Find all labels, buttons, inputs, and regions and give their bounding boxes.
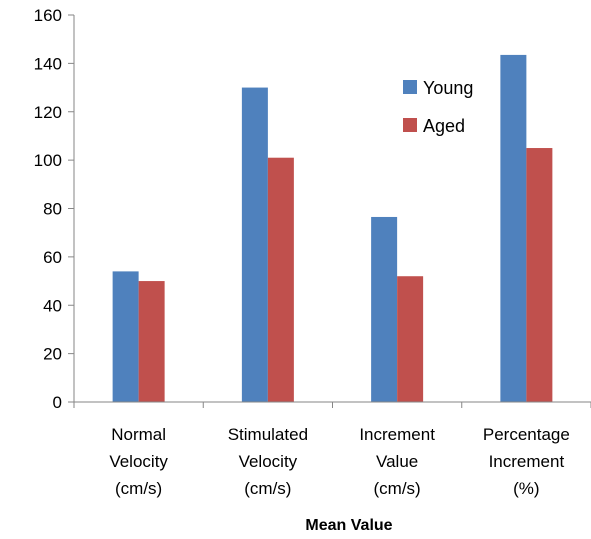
y-tick-label: 0 (53, 393, 62, 412)
bar-young (241, 87, 268, 402)
bar-aged (397, 276, 424, 402)
legend-swatch-young (403, 80, 417, 94)
x-axis: Normal Velocity (cm/s) Stimulated Velocity (c… (68, 401, 591, 498)
y-tick-label: 60 (43, 248, 62, 267)
y-tick-label: 120 (34, 103, 62, 122)
bar-young (371, 216, 398, 402)
y-axis: 0 20 40 60 80 100 120 140 160 (34, 6, 75, 412)
y-tick-label: 100 (34, 151, 62, 170)
x-category-label: Percentage Increment (%) (483, 425, 570, 498)
legend-label-aged: Aged (423, 116, 465, 136)
legend: Young Aged (403, 78, 473, 136)
bar-aged (138, 281, 165, 402)
legend-swatch-aged (403, 118, 417, 132)
x-axis-title: Mean Value (305, 517, 392, 534)
x-category-label: Increment Value (cm/s) (359, 425, 435, 498)
x-category-label: Normal Velocity (cm/s) (109, 425, 168, 498)
legend-label-young: Young (423, 78, 473, 98)
bar-aged (267, 157, 294, 402)
y-tick-label: 20 (43, 345, 62, 364)
y-tick-label: 40 (43, 296, 62, 315)
y-tick-label: 140 (34, 54, 62, 73)
y-tick-label: 160 (34, 6, 62, 25)
bar-aged (526, 148, 553, 402)
bar-young (500, 54, 527, 403)
y-tick-label: 80 (43, 200, 62, 219)
x-category-label: Stimulated Velocity (cm/s) (228, 425, 308, 498)
bar-young (112, 271, 139, 402)
bars-group (112, 54, 553, 403)
